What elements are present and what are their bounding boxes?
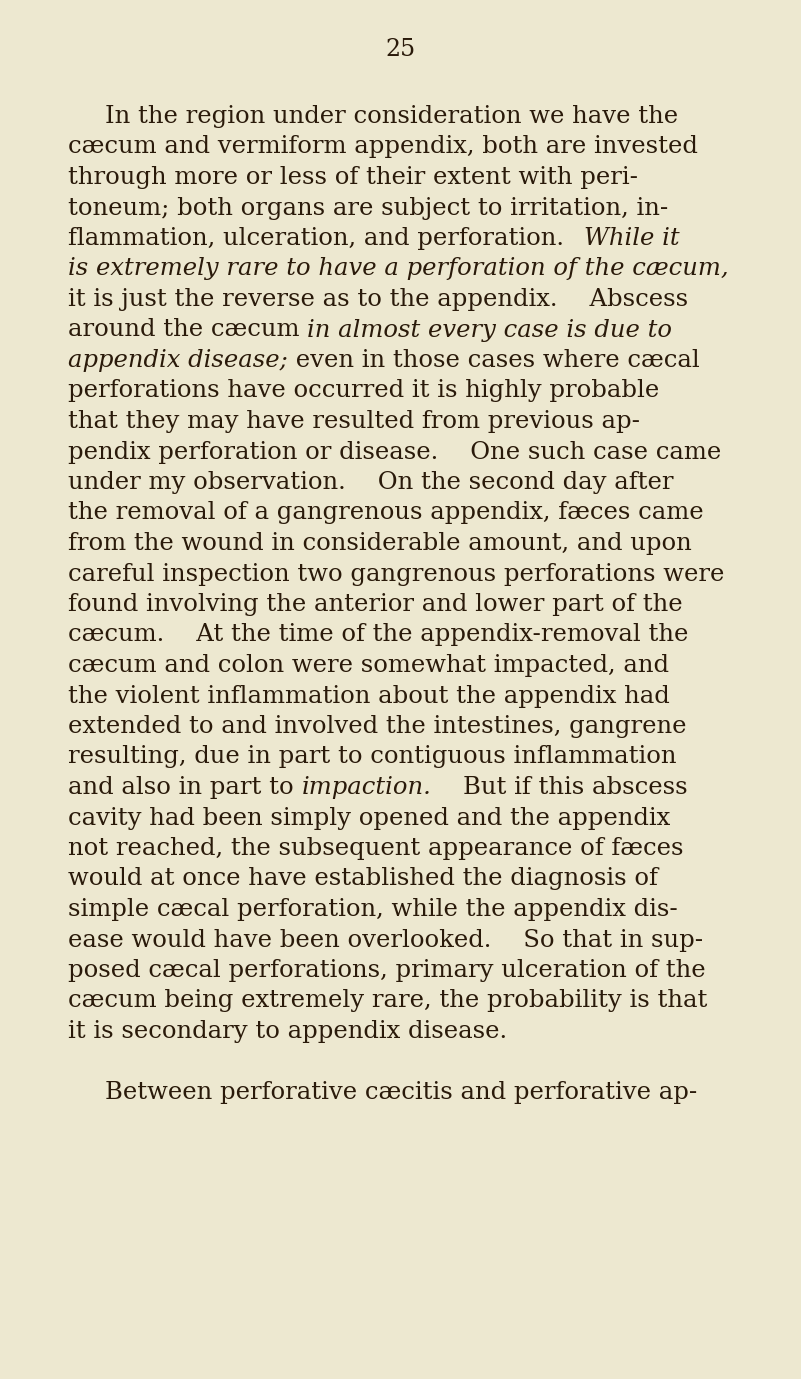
Text: and also in part to: and also in part to xyxy=(68,776,301,798)
Text: the violent inflammation about the appendix had: the violent inflammation about the appen… xyxy=(68,684,670,707)
Text: While it: While it xyxy=(584,228,679,250)
Text: But if this abscess: But if this abscess xyxy=(431,776,688,798)
Text: impaction.: impaction. xyxy=(301,776,431,798)
Text: ease would have been overlooked.  So that in sup-: ease would have been overlooked. So that… xyxy=(68,928,703,952)
Text: cæcum.  At the time of the appendix-removal the: cæcum. At the time of the appendix-remov… xyxy=(68,623,688,647)
Text: cavity had been simply opened and the appendix: cavity had been simply opened and the ap… xyxy=(68,807,670,830)
Text: simple cæcal perforation, while the appendix dis-: simple cæcal perforation, while the appe… xyxy=(68,898,678,921)
Text: that they may have resulted from previous ap-: that they may have resulted from previou… xyxy=(68,410,640,433)
Text: not reached, the subsequent appearance of fæces: not reached, the subsequent appearance o… xyxy=(68,837,683,860)
Text: Between perforative cæcitis and perforative ap-: Between perforative cæcitis and perforat… xyxy=(105,1081,697,1105)
Text: is extremely rare to have a perforation of the cæcum,: is extremely rare to have a perforation … xyxy=(68,258,729,280)
Text: pendix perforation or disease.  One such case came: pendix perforation or disease. One such … xyxy=(68,440,721,463)
Text: even in those cases where cæcal: even in those cases where cæcal xyxy=(288,349,699,372)
Text: found involving the anterior and lower part of the: found involving the anterior and lower p… xyxy=(68,593,682,616)
Text: flammation, ulceration, and perforation.: flammation, ulceration, and perforation. xyxy=(68,228,584,250)
Text: cæcum being extremely rare, the probability is that: cæcum being extremely rare, the probabil… xyxy=(68,990,707,1012)
Text: perforations have occurred it is highly probable: perforations have occurred it is highly … xyxy=(68,379,659,403)
Text: the removal of a gangrenous appendix, fæces came: the removal of a gangrenous appendix, fæ… xyxy=(68,502,703,524)
Text: toneum; both organs are subject to irritation, in-: toneum; both organs are subject to irrit… xyxy=(68,196,668,219)
Text: it is secondary to appendix disease.: it is secondary to appendix disease. xyxy=(68,1020,507,1043)
Text: In the region under consideration we have the: In the region under consideration we hav… xyxy=(105,105,678,128)
Text: under my observation.  On the second day after: under my observation. On the second day … xyxy=(68,472,674,494)
Text: posed cæcal perforations, primary ulceration of the: posed cæcal perforations, primary ulcera… xyxy=(68,958,706,982)
Text: appendix disease;: appendix disease; xyxy=(68,349,288,372)
Text: would at once have established the diagnosis of: would at once have established the diagn… xyxy=(68,867,658,891)
Text: careful inspection two gangrenous perforations were: careful inspection two gangrenous perfor… xyxy=(68,563,724,586)
Text: 25: 25 xyxy=(385,39,416,61)
Text: in almost every case is due to: in almost every case is due to xyxy=(308,319,672,342)
Text: cæcum and colon were somewhat impacted, and: cæcum and colon were somewhat impacted, … xyxy=(68,654,669,677)
Text: around the cæcum: around the cæcum xyxy=(68,319,308,342)
Text: from the wound in considerable amount, and upon: from the wound in considerable amount, a… xyxy=(68,532,692,554)
Text: extended to and involved the intestines, gangrene: extended to and involved the intestines,… xyxy=(68,714,686,738)
Text: cæcum and vermiform appendix, both are invested: cæcum and vermiform appendix, both are i… xyxy=(68,135,698,159)
Text: resulting, due in part to contiguous inflammation: resulting, due in part to contiguous inf… xyxy=(68,746,677,768)
Text: it is just the reverse as to the appendix.  Abscess: it is just the reverse as to the appendi… xyxy=(68,288,688,312)
Text: through more or less of their extent with peri-: through more or less of their extent wit… xyxy=(68,165,638,189)
